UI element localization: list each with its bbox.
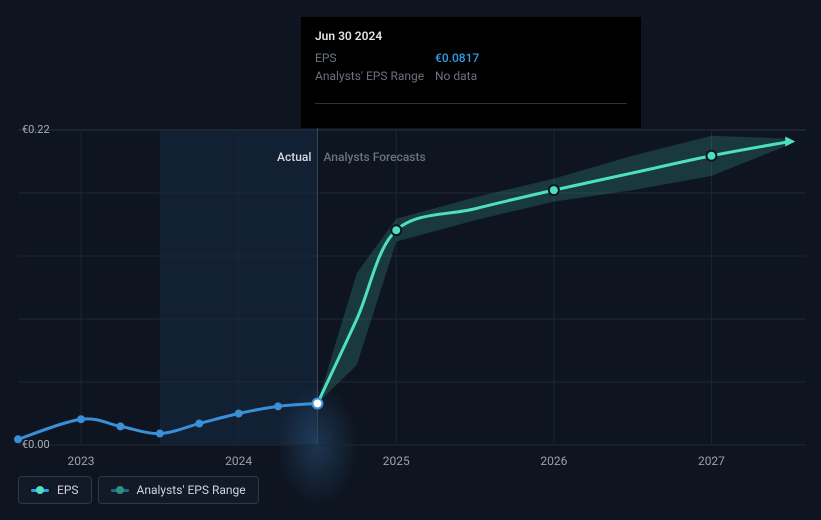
actual-marker [235,410,243,418]
actual-marker [274,402,282,410]
chart-tooltip: Jun 30 2024 EPS€0.0817Analysts' EPS Rang… [301,17,641,128]
x-axis-label: 2027 [698,454,725,468]
section-label-actual: Actual [277,150,317,164]
tooltip-row-label: EPS [315,51,435,65]
legend-label: Analysts' EPS Range [137,483,246,497]
forecast-marker [549,185,559,195]
x-axis-label: 2025 [383,454,410,468]
tooltip-row: EPS€0.0817 [315,49,627,67]
section-label-forecast: Analysts Forecasts [317,150,425,164]
tooltip-row-label: Analysts' EPS Range [315,69,435,83]
actual-marker [195,420,203,428]
eps-chart: Jun 30 2024 EPS€0.0817Analysts' EPS Rang… [0,0,821,520]
actual-marker [77,415,85,423]
forecast-marker [391,225,401,235]
tooltip-row-value: No data [435,69,477,83]
actual-marker [116,422,124,430]
highlight-marker [312,398,322,408]
actual-marker [156,430,164,438]
tooltip-row: Analysts' EPS RangeNo data [315,67,627,85]
tooltip-divider [315,103,627,104]
y-axis-label: €0.22 [22,123,50,136]
legend-marker-icon [31,486,49,494]
tooltip-date: Jun 30 2024 [315,29,627,43]
forecast-marker [706,151,716,161]
x-axis-label: 2023 [68,454,95,468]
x-axis-label: 2024 [225,454,252,468]
legend-item[interactable]: EPS [18,476,92,504]
legend-item[interactable]: Analysts' EPS Range [98,476,259,504]
legend-marker-icon [111,486,129,494]
legend: EPS Analysts' EPS Range [18,476,259,504]
tooltip-row-value: €0.0817 [435,51,479,65]
legend-label: EPS [57,483,79,497]
actual-marker [14,435,22,443]
forecast-end-marker [785,136,795,146]
y-axis-label: €0.00 [22,438,50,451]
x-axis-label: 2026 [540,454,567,468]
